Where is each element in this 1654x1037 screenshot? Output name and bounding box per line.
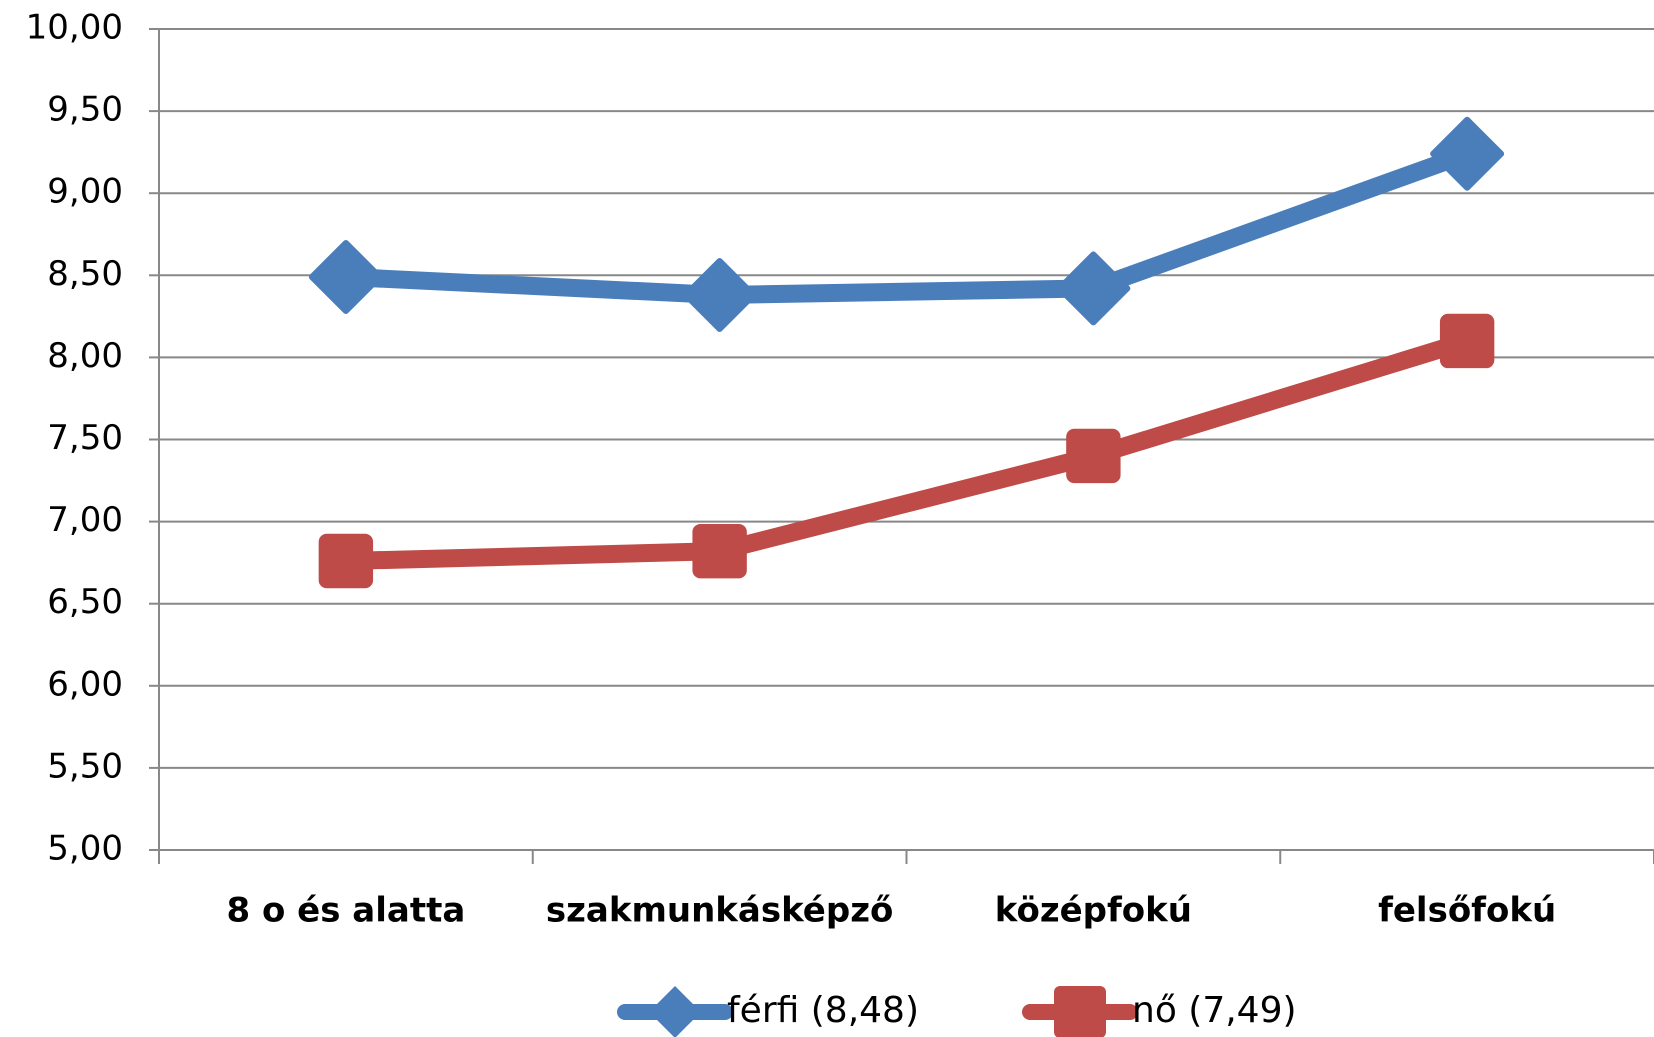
- legend-marker: [649, 986, 701, 1037]
- series-line: [345, 145, 1471, 305]
- legend-label: férfi (8,48): [727, 990, 919, 1031]
- y-tick-label: 8,50: [47, 254, 123, 294]
- y-tick-label: 5,00: [47, 829, 123, 869]
- y-tick-label: 7,50: [47, 418, 123, 458]
- legend-label: nő (7,49): [1132, 990, 1297, 1031]
- y-tick-label: 9,00: [47, 172, 123, 212]
- y-tick-label: 9,50: [47, 90, 123, 130]
- marker: [1056, 251, 1131, 326]
- y-tick-label: 6,50: [47, 582, 123, 622]
- y-tick-label: 10,00: [26, 8, 123, 48]
- marker: [692, 523, 747, 579]
- x-tick-label: 8 o és alatta: [226, 891, 465, 931]
- y-tick-label: 7,00: [47, 500, 123, 540]
- x-tick-label: középfokú: [995, 891, 1192, 931]
- y-tick-label: 6,00: [47, 664, 123, 704]
- legend-marker: [1054, 986, 1106, 1037]
- y-tick-label: 8,00: [47, 336, 123, 376]
- marker: [318, 533, 374, 589]
- x-tick-label: felsőfokú: [1378, 891, 1556, 931]
- marker: [682, 258, 757, 333]
- marker: [1430, 116, 1505, 191]
- marker: [1066, 428, 1121, 484]
- x-tick-label: szakmunkásképző: [546, 891, 893, 931]
- marker: [1439, 313, 1495, 369]
- y-tick-label: 5,50: [47, 746, 123, 786]
- marker: [308, 239, 383, 314]
- series-line: [345, 332, 1470, 571]
